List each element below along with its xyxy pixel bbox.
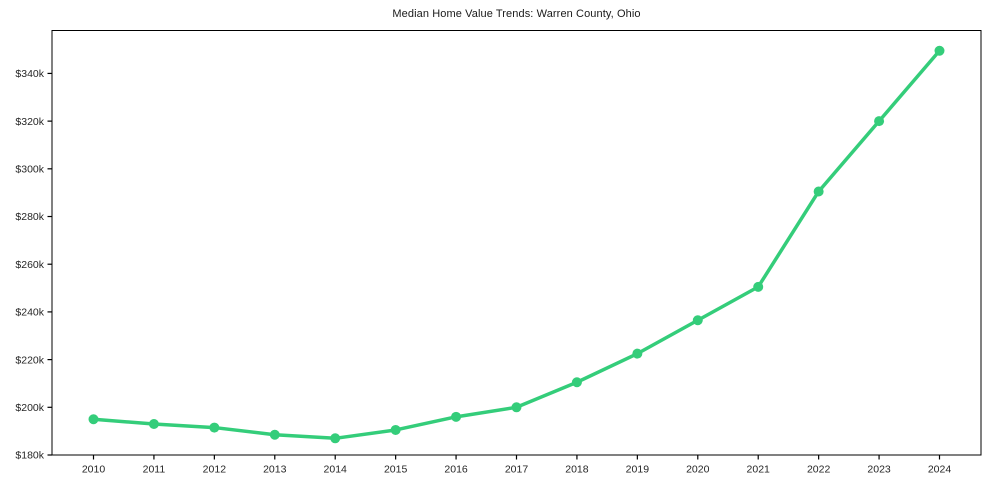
- data-point-marker: [874, 116, 885, 127]
- data-point-marker: [934, 45, 945, 56]
- x-axis-tick-label: 2020: [686, 464, 710, 476]
- data-point-marker: [692, 315, 703, 326]
- y-axis-tick-label: $180k: [15, 450, 44, 462]
- y-axis-tick-label: $260k: [15, 259, 44, 271]
- chart-title: Median Home Value Trends: Warren County,…: [392, 8, 641, 20]
- y-axis-tick-label: $340k: [15, 68, 44, 80]
- data-point-marker: [148, 418, 159, 429]
- data-point-marker: [88, 414, 99, 425]
- x-axis-tick-label: 2015: [384, 464, 408, 476]
- plot-border: [51, 30, 982, 456]
- data-point-marker: [511, 402, 522, 413]
- x-axis-tick-label: 2014: [324, 464, 348, 476]
- x-axis-tick-label: 2024: [928, 464, 952, 476]
- x-axis-tick-label: 2022: [807, 464, 831, 476]
- x-axis-tick-label: 2011: [143, 464, 166, 476]
- x-axis-tick-label: 2010: [82, 464, 106, 476]
- y-axis-tick-label: $280k: [15, 211, 44, 223]
- x-axis-tick-label: 2023: [867, 464, 891, 476]
- y-axis-tick-label: $320k: [15, 116, 44, 128]
- x-axis-tick-label: 2016: [444, 464, 468, 476]
- x-axis-tick-label: 2019: [626, 464, 650, 476]
- data-point-marker: [390, 424, 401, 435]
- data-point-marker: [269, 429, 280, 440]
- data-point-marker: [753, 281, 764, 292]
- y-axis-tick-label: $200k: [15, 402, 44, 414]
- y-axis-tick-label: $300k: [15, 163, 44, 175]
- data-point-marker: [330, 433, 341, 444]
- data-point-marker: [571, 377, 582, 388]
- trend-line: [91, 49, 942, 441]
- x-axis-tick-label: 2017: [505, 464, 529, 476]
- x-axis-tick-label: 2018: [565, 464, 589, 476]
- x-axis-tick-label: 2012: [203, 464, 227, 476]
- y-axis-tick-label: $220k: [15, 354, 44, 366]
- x-axis-tick-label: 2013: [263, 464, 287, 476]
- x-axis-tick-label: 2021: [747, 464, 771, 476]
- data-point-marker: [813, 186, 824, 197]
- data-point-marker: [632, 348, 643, 359]
- y-axis-tick-label: $240k: [15, 307, 44, 319]
- data-point-marker: [209, 422, 220, 433]
- data-point-marker: [451, 411, 462, 422]
